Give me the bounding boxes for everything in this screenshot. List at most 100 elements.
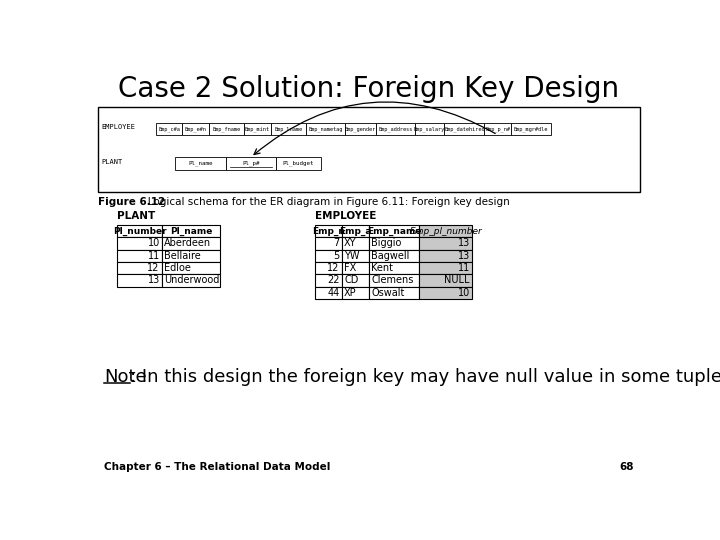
Text: EMPLOYEE: EMPLOYEE	[315, 211, 376, 221]
Text: Emp_n: Emp_n	[312, 227, 345, 235]
Bar	[369, 225, 419, 237]
Text: Emp_fname: Emp_fname	[212, 126, 240, 132]
Text: Emp_nametag: Emp_nametag	[308, 126, 343, 132]
Bar	[369, 287, 419, 299]
Text: EMPLOYEE: EMPLOYEE	[102, 124, 135, 130]
Bar	[271, 123, 306, 135]
Bar	[376, 123, 415, 135]
Text: 68: 68	[619, 462, 634, 472]
Text: Figure 6.12: Figure 6.12	[98, 197, 165, 207]
Text: Emp_a: Emp_a	[339, 227, 372, 235]
Bar	[369, 274, 419, 287]
Bar	[345, 123, 376, 135]
Bar	[419, 225, 472, 237]
Text: Emp_salary: Emp_salary	[414, 126, 445, 132]
Bar	[244, 123, 271, 135]
Bar	[342, 237, 369, 249]
Bar	[276, 157, 321, 170]
Text: Bagwell: Bagwell	[372, 251, 410, 261]
Bar	[315, 237, 342, 249]
Text: YW: YW	[344, 251, 360, 261]
Bar	[162, 274, 220, 287]
Bar	[156, 123, 182, 135]
Text: Pl_number: Pl_number	[113, 227, 166, 235]
Bar	[369, 262, 419, 274]
Bar	[444, 123, 485, 135]
Text: Biggio: Biggio	[372, 239, 402, 248]
Text: 7: 7	[333, 239, 340, 248]
Text: Emp_mgr#dle: Emp_mgr#dle	[514, 126, 548, 132]
Text: 12: 12	[148, 263, 160, 273]
Text: FX: FX	[344, 263, 356, 273]
Text: Emp_p_n#: Emp_p_n#	[485, 126, 510, 132]
Text: Note: Note	[104, 368, 147, 386]
Text: Aberdeen: Aberdeen	[164, 239, 212, 248]
Text: PLANT: PLANT	[102, 159, 123, 165]
Text: : In this design the foreign key may have null value in some tuples: : In this design the foreign key may hav…	[130, 368, 720, 386]
Text: 44: 44	[328, 288, 340, 298]
Text: Pl_p#: Pl_p#	[242, 160, 260, 166]
Text: NULL: NULL	[444, 275, 469, 286]
Bar	[315, 249, 342, 262]
Bar	[315, 274, 342, 287]
Text: XY: XY	[344, 239, 356, 248]
Text: Oswalt: Oswalt	[372, 288, 405, 298]
Bar	[315, 262, 342, 274]
Text: Emp_mint: Emp_mint	[245, 126, 270, 132]
Bar	[162, 225, 220, 237]
Text: 10: 10	[457, 288, 469, 298]
Text: 13: 13	[457, 239, 469, 248]
Text: Logical schema for the ER diagram in Figure 6.11: Foreign key design: Logical schema for the ER diagram in Fig…	[138, 197, 510, 207]
Text: 10: 10	[148, 239, 160, 248]
Bar	[182, 123, 209, 135]
Bar	[98, 107, 640, 192]
Text: 5: 5	[333, 251, 340, 261]
Text: Emp_c#a: Emp_c#a	[158, 126, 180, 132]
Bar	[225, 157, 276, 170]
Bar	[369, 249, 419, 262]
Bar	[342, 249, 369, 262]
Bar	[415, 123, 444, 135]
Text: 22: 22	[327, 275, 340, 286]
Bar	[162, 249, 220, 262]
Bar	[419, 249, 472, 262]
Bar	[510, 123, 551, 135]
Text: 13: 13	[148, 275, 160, 286]
Bar	[175, 157, 225, 170]
Text: Edloe: Edloe	[164, 263, 192, 273]
Text: Underwood: Underwood	[164, 275, 220, 286]
Bar	[342, 225, 369, 237]
Text: Emp_pl_number: Emp_pl_number	[410, 227, 482, 235]
Bar	[419, 237, 472, 249]
Text: Emp_e#n: Emp_e#n	[184, 126, 207, 132]
Bar	[419, 274, 472, 287]
Text: CD: CD	[344, 275, 359, 286]
Bar	[209, 123, 244, 135]
Bar	[306, 123, 345, 135]
Text: Pl_name: Pl_name	[170, 227, 212, 235]
Bar	[342, 262, 369, 274]
Bar	[369, 237, 419, 249]
Bar	[117, 225, 162, 237]
Bar	[117, 237, 162, 249]
Bar	[315, 225, 342, 237]
Text: 12: 12	[327, 263, 340, 273]
Text: 11: 11	[457, 263, 469, 273]
Text: Kent: Kent	[372, 263, 393, 273]
Text: Emp_name: Emp_name	[367, 227, 421, 235]
Bar	[117, 249, 162, 262]
Bar	[162, 262, 220, 274]
Text: Emp_lname: Emp_lname	[274, 126, 302, 132]
Bar	[419, 262, 472, 274]
Bar	[162, 237, 220, 249]
Text: 11: 11	[148, 251, 160, 261]
Bar	[315, 287, 342, 299]
Text: 13: 13	[457, 251, 469, 261]
Bar	[342, 287, 369, 299]
Text: Clemens: Clemens	[372, 275, 414, 286]
Text: XP: XP	[344, 288, 357, 298]
Text: Case 2 Solution: Foreign Key Design: Case 2 Solution: Foreign Key Design	[118, 75, 620, 103]
Text: Emp_gender: Emp_gender	[345, 126, 376, 132]
Text: Chapter 6 – The Relational Data Model: Chapter 6 – The Relational Data Model	[104, 462, 330, 472]
Text: Emp_datehired: Emp_datehired	[444, 126, 485, 132]
